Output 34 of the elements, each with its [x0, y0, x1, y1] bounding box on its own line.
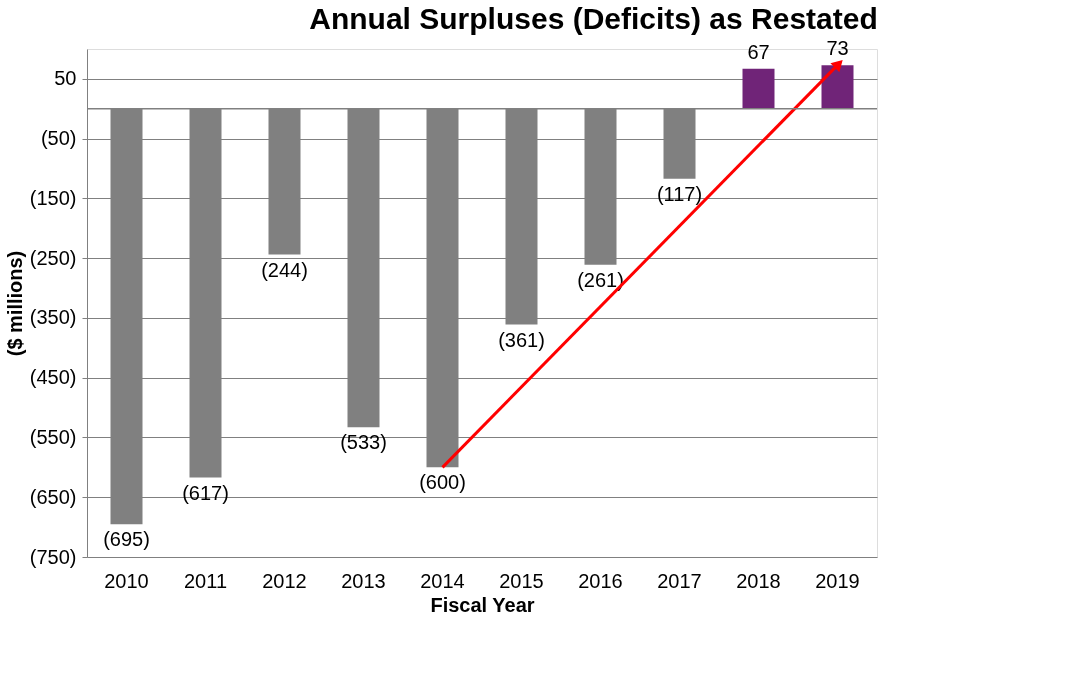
bar: [821, 65, 854, 109]
bar: [742, 68, 775, 109]
y-axis-title: ($ millions): [3, 250, 26, 357]
x-tick-label: 2014: [420, 569, 465, 592]
x-tick-label: 2011: [183, 569, 228, 592]
y-tick-label: (150): [29, 186, 77, 209]
x-tick-label: 2012: [262, 569, 307, 592]
y-tick-label: (450): [29, 366, 77, 389]
data-label: (533): [340, 431, 387, 454]
data-label: (261): [577, 268, 624, 291]
x-axis-title: Fiscal Year: [430, 593, 535, 616]
y-tick-label: (750): [29, 545, 77, 568]
y-tick-label: (550): [29, 425, 77, 448]
y-tick-label: 50: [54, 67, 77, 90]
data-label: (244): [261, 258, 308, 281]
data-label: (617): [182, 481, 229, 504]
data-label: (695): [103, 528, 150, 551]
x-tick-label: 2019: [815, 569, 860, 592]
x-tick-label: 2013: [341, 569, 386, 592]
data-label: (600): [419, 471, 466, 494]
x-tick-label: 2018: [736, 569, 781, 592]
chart-title: Annual Surpluses (Deficits) as Restated: [309, 2, 878, 36]
x-tick-label: 2010: [104, 569, 149, 592]
y-tick-label: (50): [40, 127, 77, 150]
y-tick-label: (250): [29, 246, 77, 269]
x-tick-label: 2016: [578, 569, 623, 592]
x-tick-label: 2017: [657, 569, 702, 592]
x-tick-label: 2015: [499, 569, 544, 592]
data-label: 67: [747, 40, 770, 63]
data-label: (117): [656, 182, 703, 205]
data-label: (361): [498, 328, 545, 351]
data-label: 73: [826, 37, 849, 60]
y-tick-label: (350): [29, 306, 77, 329]
y-tick-label: (650): [29, 485, 77, 508]
